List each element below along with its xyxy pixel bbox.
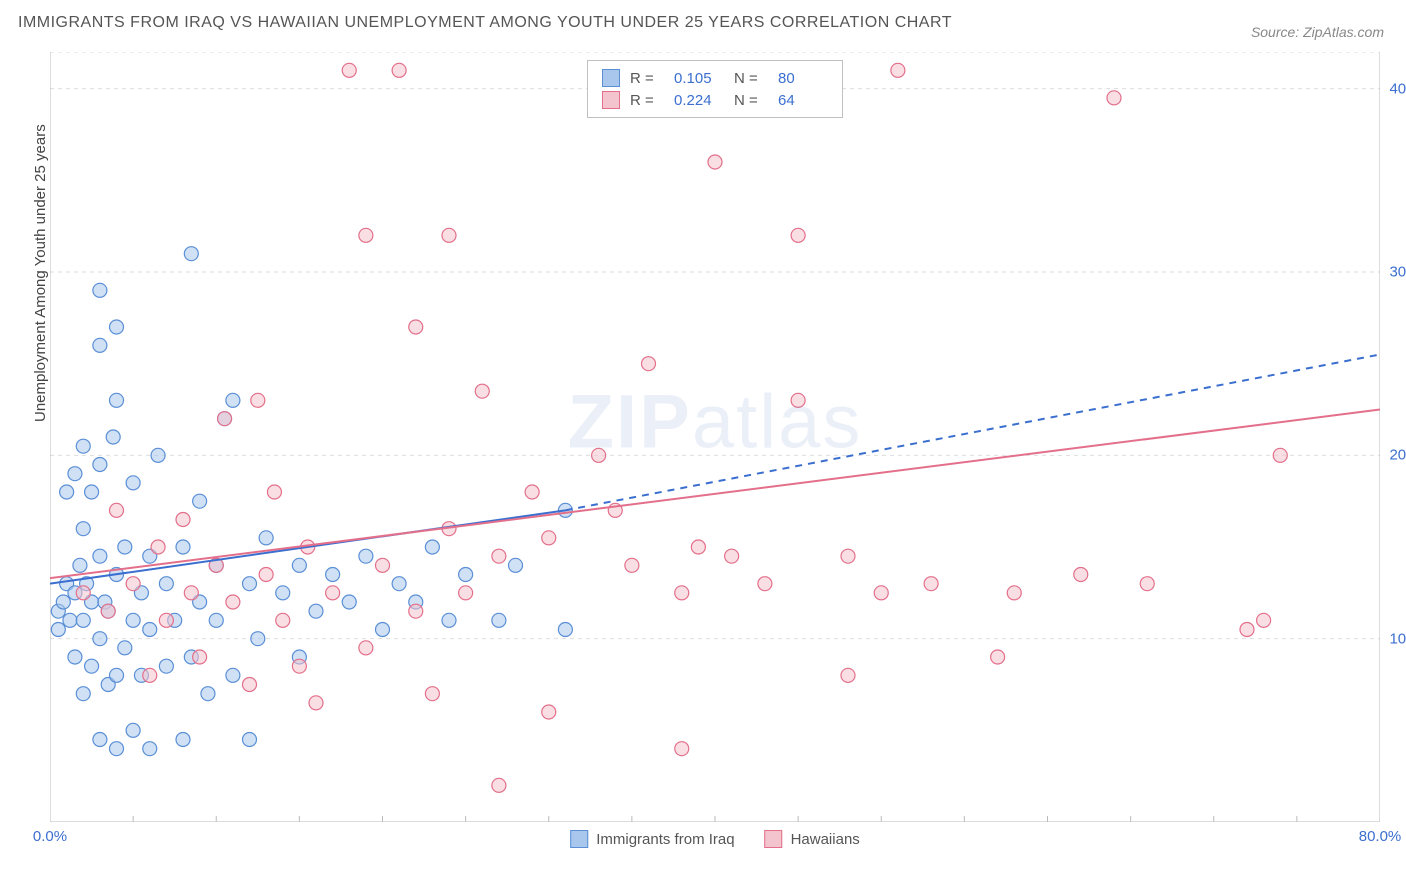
x-axis-ticks: 0.0%80.0%: [50, 828, 1380, 848]
y-tick-label: 30.0%: [1389, 264, 1406, 281]
legend-row-series-1: R = 0.105 N = 80: [602, 67, 828, 89]
swatch-series-2: [602, 91, 620, 109]
y-axis-label: Unemployment Among Youth under 25 years: [32, 124, 49, 422]
correlation-legend: R = 0.105 N = 80 R = 0.224 N = 64: [587, 60, 843, 118]
y-tick-label: 20.0%: [1389, 447, 1406, 464]
chart-title: IMMIGRANTS FROM IRAQ VS HAWAIIAN UNEMPLO…: [18, 14, 952, 32]
x-tick-label: 80.0%: [1359, 828, 1402, 845]
legend-row-series-2: R = 0.224 N = 64: [602, 89, 828, 111]
scatter-plot-svg: [50, 52, 1380, 822]
source-attribution: Source: ZipAtlas.com: [1251, 24, 1384, 40]
y-tick-label: 40.0%: [1389, 80, 1406, 97]
chart-container: Unemployment Among Youth under 25 years …: [50, 52, 1380, 822]
y-axis-ticks: 10.0% 20.0% 30.0% 40.0%: [1382, 52, 1406, 822]
y-tick-label: 10.0%: [1389, 630, 1406, 647]
x-tick-label: 0.0%: [33, 828, 67, 845]
swatch-series-1: [602, 69, 620, 87]
